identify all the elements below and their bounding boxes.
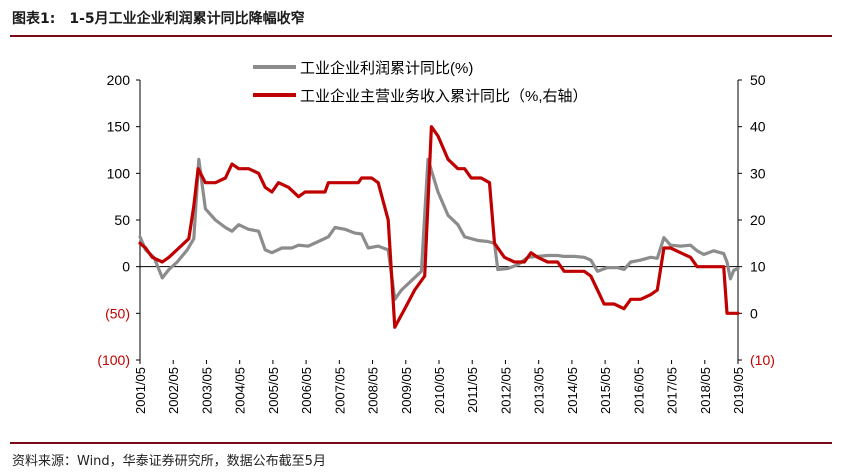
right-tick-label: 20 [750,212,766,228]
bottom-rule [10,442,832,444]
x-tick-label: 2015/05 [598,367,613,414]
x-tick-label: 2018/05 [698,367,713,414]
x-axis: 2001/05 2002/05 2003/05 2004/05 2005/05 2006/… [133,360,746,414]
x-tick-label: 2009/05 [399,367,414,414]
left-tick-label: (100) [97,352,130,368]
legend: 工业企业利润累计同比(%) 工业企业主营业务收入累计同比（%,右轴） [253,59,588,105]
source-note: 资料来源：Wind，华泰证券研究所，数据公布截至5月 [12,454,326,469]
left-tick-label: 50 [114,212,130,228]
left-tick-label: 100 [107,165,131,181]
x-tick-label: 2016/05 [631,367,646,414]
x-tick-label: 2019/05 [731,367,746,414]
x-tick-label: 2010/05 [432,367,447,414]
chart-frame [139,80,739,360]
right-axis: 50 40 30 20 10 0 (10) [738,72,775,368]
left-tick-label: (50) [105,305,130,321]
x-tick-label: 2001/05 [133,367,148,414]
top-rule [10,35,832,37]
x-tick-label: 2002/05 [166,367,181,414]
x-tick-label: 2013/05 [532,367,547,414]
right-tick-label: 0 [750,305,758,321]
x-tick-label: 2005/05 [266,367,281,414]
right-tick-label: 40 [750,119,766,135]
revenue-series-line [138,125,740,329]
right-tick-label: 10 [750,259,766,275]
left-tick-label: 0 [122,259,130,275]
right-tick-label: (10) [750,352,775,368]
right-tick-label: 50 [750,72,766,88]
profit-series-line [138,157,740,301]
left-axis: 200 150 100 50 0 (50) (100) [97,72,140,368]
figure-label: 图表1: [12,11,56,27]
x-tick-label: 2017/05 [665,367,680,414]
x-tick-label: 2004/05 [233,367,248,414]
x-tick-label: 2008/05 [366,367,381,414]
right-tick-label: 30 [750,165,766,181]
left-tick-label: 200 [107,72,131,88]
x-tick-label: 2014/05 [565,367,580,414]
x-tick-label: 2003/05 [199,367,214,414]
chart-title: 图表1: 1-5月工业企业利润累计同比降幅收窄 [12,8,305,28]
left-tick-label: 150 [107,119,131,135]
legend-label: 工业企业主营业务收入累计同比（%,右轴） [300,87,588,105]
x-tick-label: 2012/05 [498,367,513,414]
legend-label: 工业企业利润累计同比(%) [300,59,473,77]
x-tick-label: 2011/05 [465,367,480,413]
x-tick-label: 2006/05 [299,367,314,414]
series-group [138,125,740,329]
figure-title: 1-5月工业企业利润累计同比降幅收窄 [69,11,305,27]
x-tick-label: 2007/05 [332,367,347,414]
